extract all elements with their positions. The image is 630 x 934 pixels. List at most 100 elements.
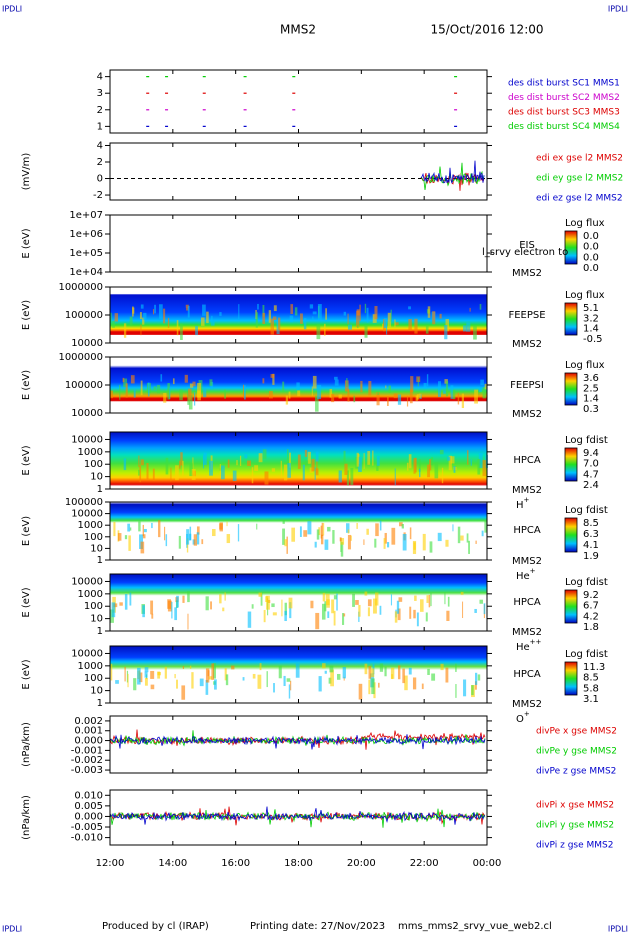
spectrogram-streak [364,663,368,675]
burst-mark [165,76,169,78]
spectrogram-streak [382,323,384,329]
instrument-label: EIS [519,240,535,251]
panel: des dist burst SC1 MMS1 des dist burst SC… [97,69,620,134]
spectrogram-streak [396,600,400,614]
colorbar-tick-label: 6.7 [583,601,599,612]
y-axis-label: E (eV) [21,659,32,689]
spectrogram-streak [110,390,113,399]
y-tick-label: 10000 [71,434,103,445]
spectrogram-streak [383,318,388,329]
spectrogram-streak [163,308,166,324]
trace-texture [109,808,486,828]
spectrogram-streak [191,469,196,480]
burst-mark [243,109,247,111]
spectrogram-streak [197,382,202,398]
spectrogram-streak [470,459,472,466]
spectrogram-streak [331,394,335,403]
spectrogram-streak [325,308,327,320]
y-tick-label: 4 [97,140,103,151]
spectrogram-streak [338,394,342,399]
spectrogram-streak [342,666,346,679]
species-label: H+ [516,496,530,511]
corner-mark: IPDLI [608,925,628,934]
spectrogram-streak [189,665,192,669]
spectrogram-streak [244,454,248,459]
spectrogram-streak [444,592,446,605]
spectrogram-streak [394,468,396,486]
spectrogram-streak [262,304,265,317]
spectrogram-streak [374,306,378,320]
spectrogram-streak [124,666,126,682]
spectrogram-streak [247,460,251,467]
colorbar-title: Log fdist [565,505,608,516]
spectrogram-streak [402,668,405,684]
spectrogram-streak [347,529,350,534]
spectrogram-streak [259,663,262,671]
y-tick-label: 1000 [78,589,103,600]
spectrogram-streak [143,312,147,320]
panel: Log fdist9.47.04.72.4HPCAMMS2H+110100100… [21,431,608,511]
spectrogram-streak [479,304,482,310]
spectrogram-streak [398,597,403,602]
colorbar-title: Log flux [565,360,605,371]
spectrogram-streak [284,610,287,622]
spectrogram-streak [124,535,128,540]
spectrogram-streak [346,523,350,533]
y-axis-label: E (eV) [21,445,32,475]
spectrogram-streak [475,672,478,685]
spectrogram-streak [288,684,291,699]
colorbar-tick-label: 6.3 [583,529,599,540]
spectrogram-streak [311,386,313,396]
y-axis-label: E (eV) [21,300,32,330]
spectrogram-streak [130,375,135,384]
burst-mark [165,125,169,127]
spectrogram-streak [226,534,231,544]
spectrogram-streak [302,464,305,481]
spectrogram-streak [384,532,387,544]
spectrogram-streak [188,388,192,400]
spectrogram-streak [414,318,418,334]
spectrogram-streak [243,385,246,400]
legend-entry: des dist burst SC1 MMS1 [508,79,620,89]
spectrogram-streak [314,541,317,548]
spectrogram-streak [324,539,329,550]
y-tick-label: 1 [97,626,103,637]
colorbar [564,661,578,696]
spectrogram-streak [327,611,330,618]
colorbar-tick-label: 7.0 [583,459,599,470]
spectrogram-streak [304,449,308,457]
spectrogram-streak [312,311,317,315]
spectrogram-streak [358,611,360,622]
spectrogram-streak [194,392,196,406]
spectrogram-streak [299,526,302,537]
spectrogram-streak [413,458,416,474]
spectrogram-streak [413,542,416,550]
spectrogram-streak [137,667,141,685]
spectrogram-streak [300,313,303,324]
spectrogram-streak [179,460,181,469]
y-tick-label: -0.002 [71,755,103,766]
spectrogram-streak [222,607,225,612]
spacecraft-label: MMS2 [512,627,542,638]
spectrogram-streak [187,613,189,630]
spectrogram-streak [257,303,259,310]
colorbar-tick-label: 8.5 [583,518,599,529]
spectrogram-streak [139,672,143,683]
spectrogram-streak [358,604,361,617]
spectrogram-streak [201,317,205,326]
spectrogram-streak [434,462,439,479]
spectrogram-streak [255,312,258,328]
spectrogram-streak [172,378,175,385]
spectrogram-streak [212,320,215,326]
spectrogram-streak [236,460,238,466]
spectrogram-streak [282,381,285,392]
spectrogram-streak [129,592,132,606]
spectrogram-streak [481,530,484,537]
colorbar-tick-label: 0.3 [583,404,599,415]
spectrogram-streak [184,374,188,383]
spectrogram-streak [117,533,122,541]
spectrogram-streak [270,374,275,378]
trace-texture [109,806,486,825]
spectrogram-streak [356,452,359,467]
spectrogram-streak [286,678,291,682]
